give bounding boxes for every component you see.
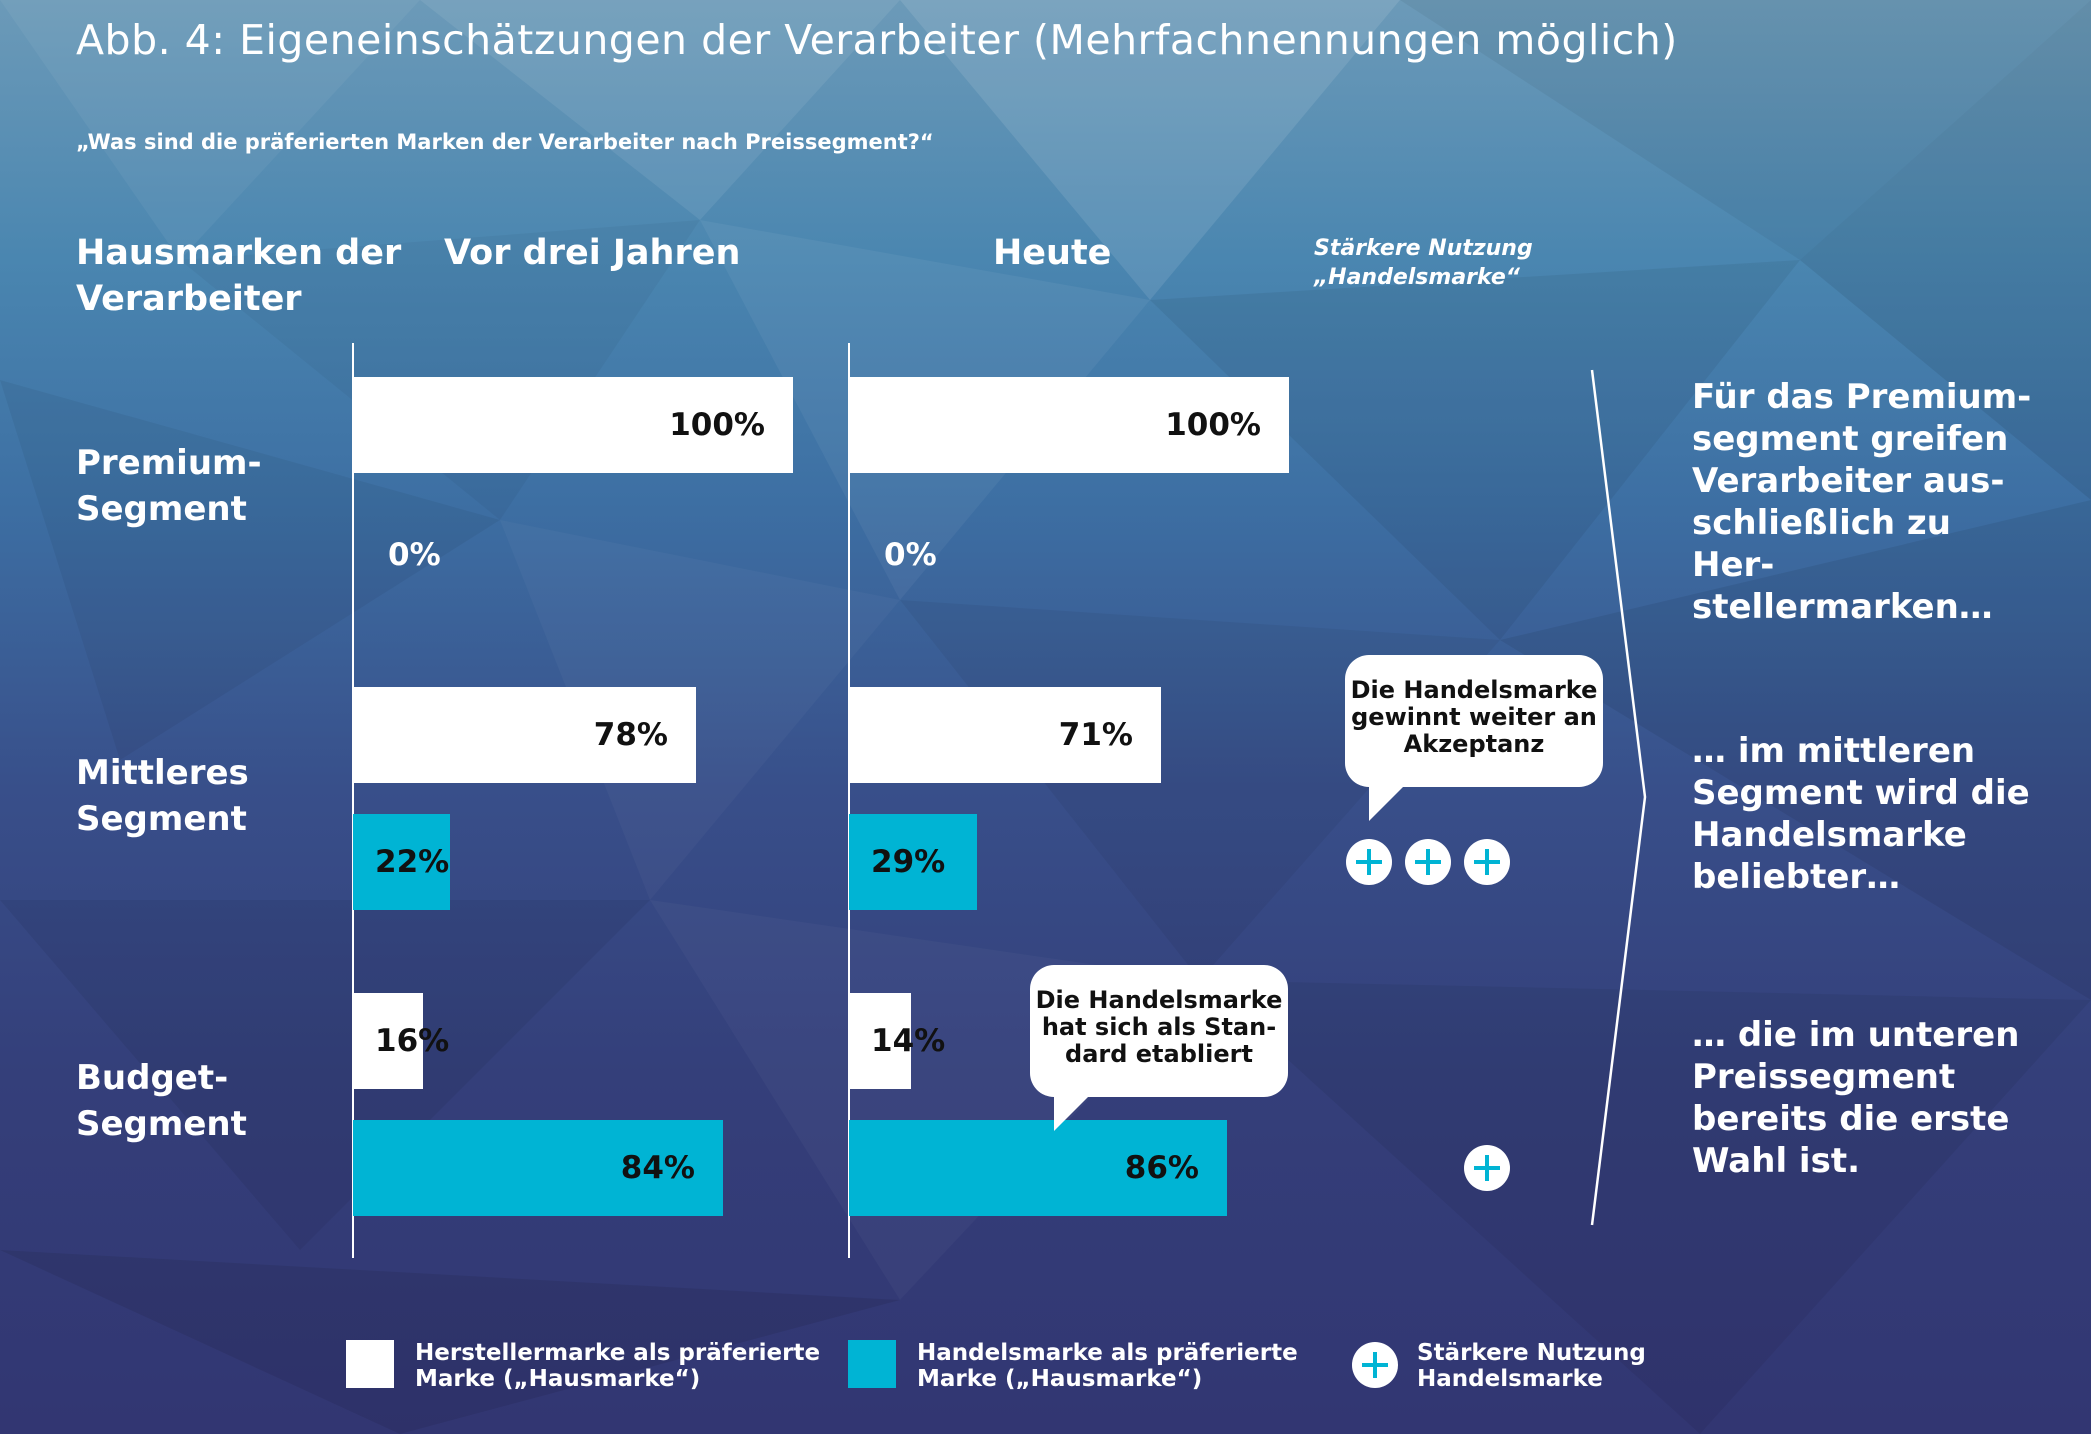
legend-herstellermarke: Herstellermarke als präferierte Marke („… xyxy=(415,1340,820,1392)
plus-icon-budget-1 xyxy=(1464,1145,1510,1191)
insight-1-line2: segment greifen xyxy=(1692,419,2009,459)
column-note-line1: Stärkere Nutzung xyxy=(1314,236,1533,261)
bar-before-mittleres-herstellermarke xyxy=(353,687,696,783)
bubble-2-line3: dard etabliert xyxy=(1065,1040,1253,1068)
row-label-mittleres-line1: Mittleres xyxy=(76,753,249,793)
bar-before-premium-herstellermarke xyxy=(353,377,793,473)
legend-handel-line2: Marke („Hausmarke“) xyxy=(917,1366,1203,1392)
bar-before-budget-handelsmarke xyxy=(353,1120,723,1216)
column-note-line2: „Handelsmarke“ xyxy=(1314,265,1520,290)
chart-subtitle: „Was sind die präferierten Marken der Ve… xyxy=(76,130,934,154)
bar-today-budget-handelsmarke xyxy=(849,1120,1227,1216)
value-label-today-mittleres-herstellermarke: 71% xyxy=(1058,717,1133,753)
column-header-today: Heute xyxy=(993,233,1112,273)
insight-bracket xyxy=(1590,369,1647,1226)
value-label-today-budget-handelsmarke: 86% xyxy=(1124,1150,1199,1186)
bubble-1-line2: gewinnt weiter an xyxy=(1351,703,1597,731)
row-header-line2: Verarbeiter xyxy=(76,279,302,319)
legend-hersteller-line1: Herstellermarke als präferierte xyxy=(415,1340,821,1366)
value-label-before-premium-herstellermarke: 100% xyxy=(669,407,765,443)
row-label-mittleres: Mittleres Segment xyxy=(76,750,249,842)
legend-swatch-herstellermarke xyxy=(346,1340,394,1388)
value-label-today-budget-herstellermarke: 14% xyxy=(871,1023,946,1059)
value-label-today-premium-handelsmarke: 0% xyxy=(884,537,937,573)
column-header-before: Vor drei Jahren xyxy=(444,233,741,273)
plus-icon-mittleres-2 xyxy=(1405,839,1451,885)
row-label-premium-line2: Segment xyxy=(76,489,247,529)
chart-title: Abb. 4: Eigeneinschätzungen der Verarbei… xyxy=(76,16,1678,64)
bubble-2-line1: Die Handelsmarke xyxy=(1035,986,1283,1014)
insight-3-line4: Wahl ist. xyxy=(1692,1141,1860,1181)
row-header-line1: Hausmarken der xyxy=(76,233,402,273)
value-label-before-budget-handelsmarke: 84% xyxy=(620,1150,695,1186)
bar-today-mittleres-herstellermarke xyxy=(849,687,1161,783)
row-label-mittleres-line2: Segment xyxy=(76,799,247,839)
bubble-1-line3: Akzeptanz xyxy=(1403,730,1545,758)
bar-before-budget-herstellermarke xyxy=(353,993,423,1089)
row-label-budget: Budget- Segment xyxy=(76,1055,247,1147)
row-label-budget-line1: Budget- xyxy=(76,1058,229,1098)
insight-3-line2: Preissegment xyxy=(1692,1057,1956,1097)
insight-2-line4: beliebter… xyxy=(1692,857,1901,897)
column-header-note: Stärkere Nutzung „Handelsmarke“ xyxy=(1314,234,1533,292)
row-header: Hausmarken der Verarbeiter xyxy=(76,230,401,322)
value-label-before-mittleres-herstellermarke: 78% xyxy=(593,717,668,753)
plus-icon-mittleres-3 xyxy=(1464,839,1510,885)
value-label-today-premium-herstellermarke: 100% xyxy=(1165,407,1261,443)
insight-3-line3: bereits die erste xyxy=(1692,1099,2010,1139)
legend-plus-line1: Stärkere Nutzung xyxy=(1417,1340,1646,1366)
bubble-2-tail xyxy=(1054,1095,1090,1131)
insight-2-line3: Handelsmarke xyxy=(1692,815,1967,855)
annotation-bubble-mittleres: Die Handelsmarke gewinnt weiter an Akzep… xyxy=(1345,655,1603,821)
legend-handel-line1: Handelsmarke als präferierte xyxy=(917,1340,1298,1366)
bar-today-budget-herstellermarke xyxy=(849,993,911,1089)
bar-before-mittleres-handelsmarke xyxy=(353,814,450,910)
axis-line-today xyxy=(848,343,850,1258)
value-label-before-budget-herstellermarke: 16% xyxy=(375,1023,450,1059)
insight-mittleres: … im mittleren Segment wird die Handelsm… xyxy=(1692,730,2032,898)
row-label-budget-line2: Segment xyxy=(76,1104,247,1144)
insight-1-line5: stellermarken… xyxy=(1692,587,1993,627)
insight-1-line1: Für das Premium- xyxy=(1692,377,2032,417)
insight-premium: Für das Premium- segment greifen Verarbe… xyxy=(1692,376,2032,628)
annotation-bubble-budget: Die Handelsmarke hat sich als Stan- dard… xyxy=(1030,965,1288,1131)
insight-1-line3: Verarbeiter aus- xyxy=(1692,461,2005,501)
insight-2-line1: … im mittleren xyxy=(1692,731,1976,771)
value-label-today-mittleres-handelsmarke: 29% xyxy=(871,844,946,880)
legend-plus-line2: Handelsmarke xyxy=(1417,1366,1603,1392)
plus-icon-mittleres-1 xyxy=(1346,839,1392,885)
bubble-1-line1: Die Handelsmarke xyxy=(1350,676,1598,704)
insight-3-line1: … die im unteren xyxy=(1692,1015,2020,1055)
row-label-premium: Premium- Segment xyxy=(76,440,262,532)
bubble-1-tail xyxy=(1369,785,1405,821)
insight-1-line4: schließlich zu Her- xyxy=(1692,503,1951,585)
row-label-premium-line1: Premium- xyxy=(76,443,262,483)
bar-today-premium-herstellermarke xyxy=(849,377,1289,473)
legend-swatch-handelsmarke xyxy=(848,1340,896,1388)
legend-plus-icon xyxy=(1352,1342,1398,1388)
insight-budget: … die im unteren Preissegment bereits di… xyxy=(1692,1014,2032,1182)
bubble-2-line2: hat sich als Stan- xyxy=(1041,1013,1277,1041)
value-label-before-premium-handelsmarke: 0% xyxy=(388,537,441,573)
legend-hersteller-line2: Marke („Hausmarke“) xyxy=(415,1366,701,1392)
insight-2-line2: Segment wird die xyxy=(1692,773,2030,813)
legend-handelsmarke: Handelsmarke als präferierte Marke („Hau… xyxy=(917,1340,1298,1392)
legend-staerkere-nutzung: Stärkere Nutzung Handelsmarke xyxy=(1417,1340,1646,1392)
value-label-before-mittleres-handelsmarke: 22% xyxy=(375,844,450,880)
bar-today-mittleres-handelsmarke xyxy=(849,814,977,910)
axis-line-before xyxy=(352,343,354,1258)
